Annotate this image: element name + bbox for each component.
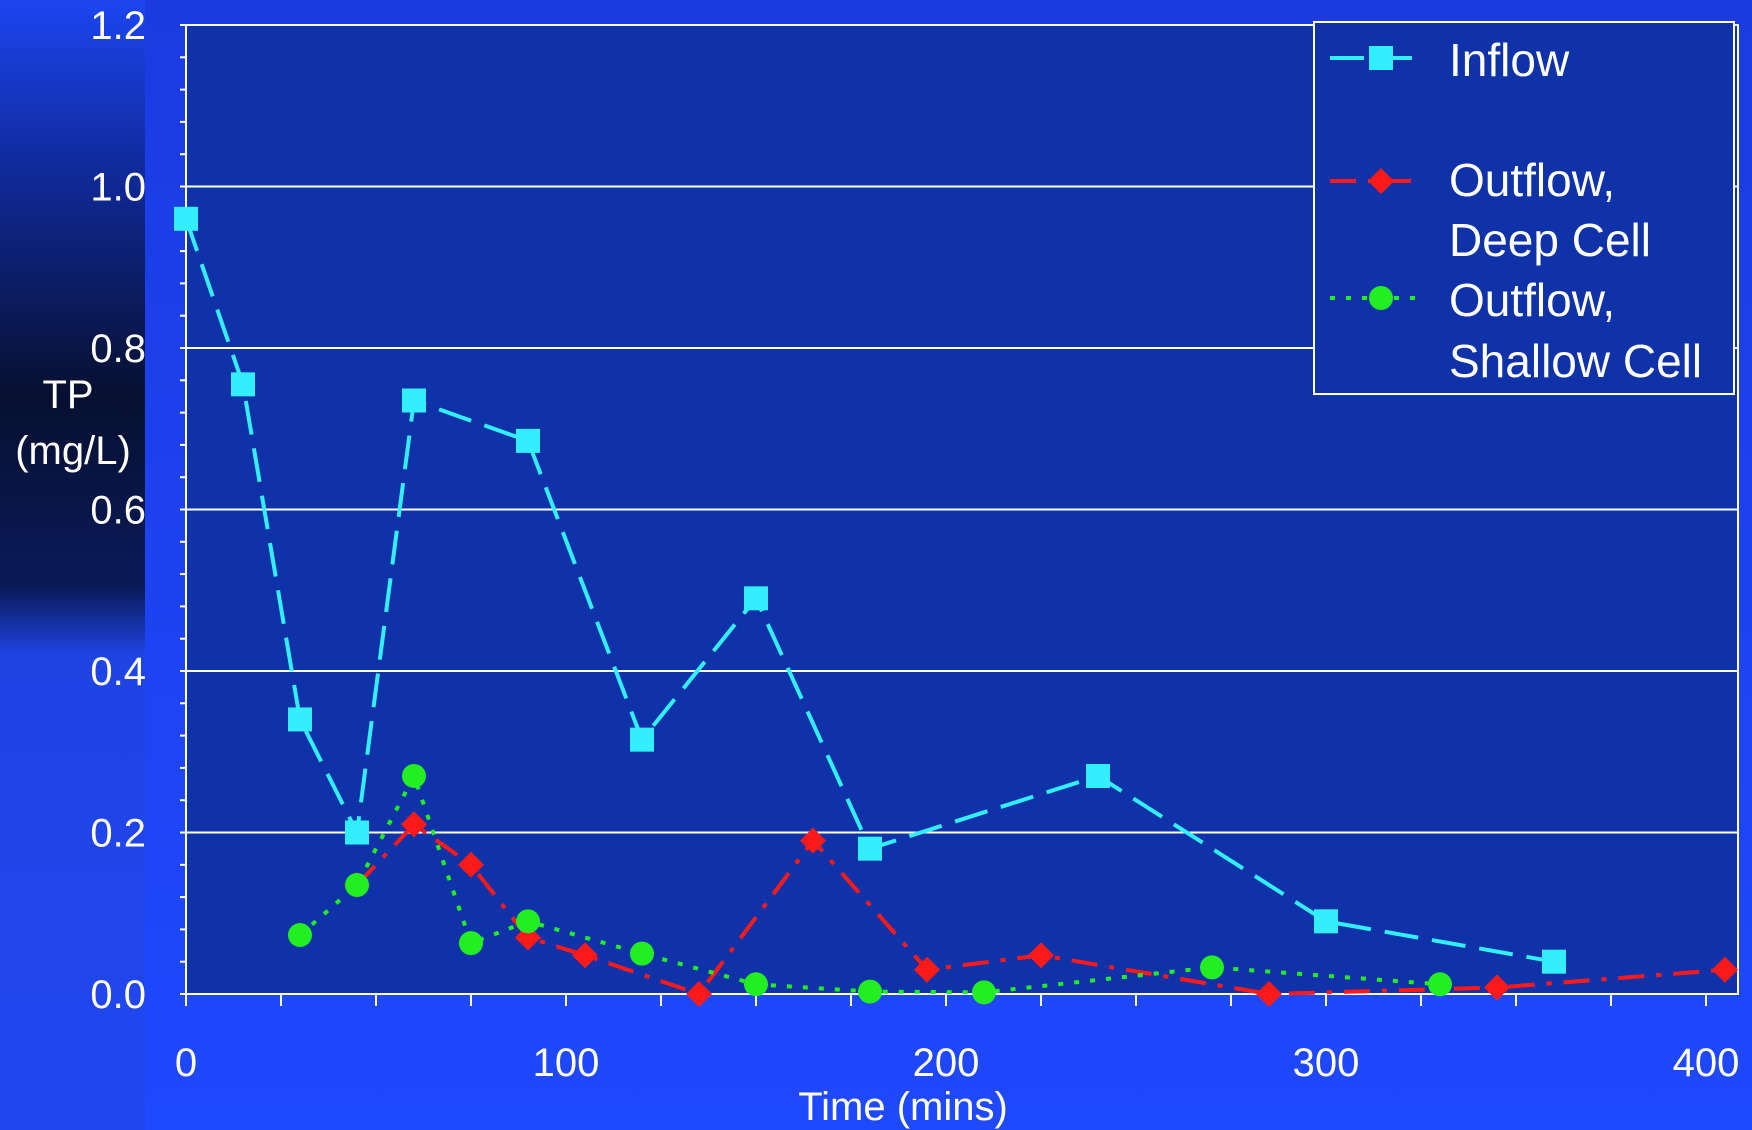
data-point <box>744 972 768 997</box>
data-point <box>1028 942 1054 969</box>
data-point <box>858 979 882 1004</box>
data-point <box>345 872 369 897</box>
legend-entry-1: Outflow, Deep Cell <box>1330 154 1651 266</box>
y-tick-label: 0.2 <box>90 812 146 856</box>
x-tick-label: 100 <box>533 1041 600 1085</box>
data-point <box>288 923 312 948</box>
series-group <box>174 206 1738 1007</box>
data-point <box>231 372 255 397</box>
series-0 <box>174 206 1566 974</box>
x-tick-label: 200 <box>913 1041 980 1085</box>
legend-entry-2: Outflow, Shallow Cell <box>1330 274 1702 387</box>
legend: Inflow Outflow, Deep Cell Outflow, Shallow C… <box>1313 21 1735 395</box>
legend-label: Outflow, <box>1449 274 1615 326</box>
data-point <box>858 836 882 861</box>
x-axis-title: Time (mins) <box>798 1085 1008 1129</box>
data-point <box>1256 981 1282 1007</box>
legend-swatch-marker <box>1369 286 1393 310</box>
legend-swatch-marker <box>1369 46 1393 70</box>
data-point <box>972 980 996 1005</box>
data-point <box>630 941 654 966</box>
data-point <box>459 931 483 956</box>
legend-box <box>1313 21 1735 395</box>
series-2 <box>288 763 1452 1005</box>
data-point <box>1712 956 1738 983</box>
y-tick-label: 1.0 <box>90 166 146 210</box>
y-axis-title-line-1: TP <box>42 373 93 417</box>
legend-label: Deep Cell <box>1449 214 1651 266</box>
legend-label: Inflow <box>1449 34 1570 86</box>
data-point <box>345 820 369 845</box>
x-tick-label: 300 <box>1293 1041 1360 1085</box>
y-tick-label: 1.2 <box>90 4 146 48</box>
axes <box>180 24 1707 1006</box>
data-point <box>288 707 312 732</box>
series-line <box>355 821 1726 997</box>
data-point <box>686 981 712 1007</box>
legend-entry-0: Inflow <box>1330 34 1570 86</box>
y-axis-title-line-2: (mg/L) <box>15 429 131 473</box>
left-gradient-strip <box>0 0 145 1130</box>
data-point <box>516 909 540 934</box>
data-point <box>516 428 540 453</box>
legend-label: Outflow, <box>1449 154 1615 206</box>
data-point <box>914 956 940 983</box>
data-point <box>402 388 426 413</box>
data-point <box>402 763 426 788</box>
y-tick-label: 0.4 <box>90 650 146 694</box>
data-point <box>401 811 427 838</box>
data-point <box>1200 955 1224 980</box>
y-tick-label: 0.8 <box>90 327 146 371</box>
data-point <box>1086 763 1110 788</box>
data-point <box>1428 972 1452 997</box>
legend-swatch-marker <box>1368 168 1394 194</box>
data-point <box>1484 974 1510 1001</box>
y-tick-label: 0.6 <box>90 489 146 533</box>
data-point <box>1314 909 1338 934</box>
y-tick-label: 0.0 <box>90 973 146 1017</box>
series-line <box>298 770 1441 995</box>
legend-label: Shallow Cell <box>1449 335 1702 387</box>
data-point <box>744 586 768 611</box>
data-point <box>458 851 484 878</box>
data-point <box>1542 949 1566 974</box>
data-point <box>800 827 826 854</box>
series-line <box>184 218 1555 964</box>
data-point <box>174 206 198 231</box>
x-tick-label: 400 <box>1673 1041 1740 1085</box>
x-tick-label: 0 <box>175 1041 197 1085</box>
data-point <box>572 942 598 969</box>
tick-labels: 0.0 0.2 0.4 0.6 0.8 1.0 1.2 0 100 200 300 400 <box>90 4 1739 1085</box>
data-point <box>630 727 654 752</box>
